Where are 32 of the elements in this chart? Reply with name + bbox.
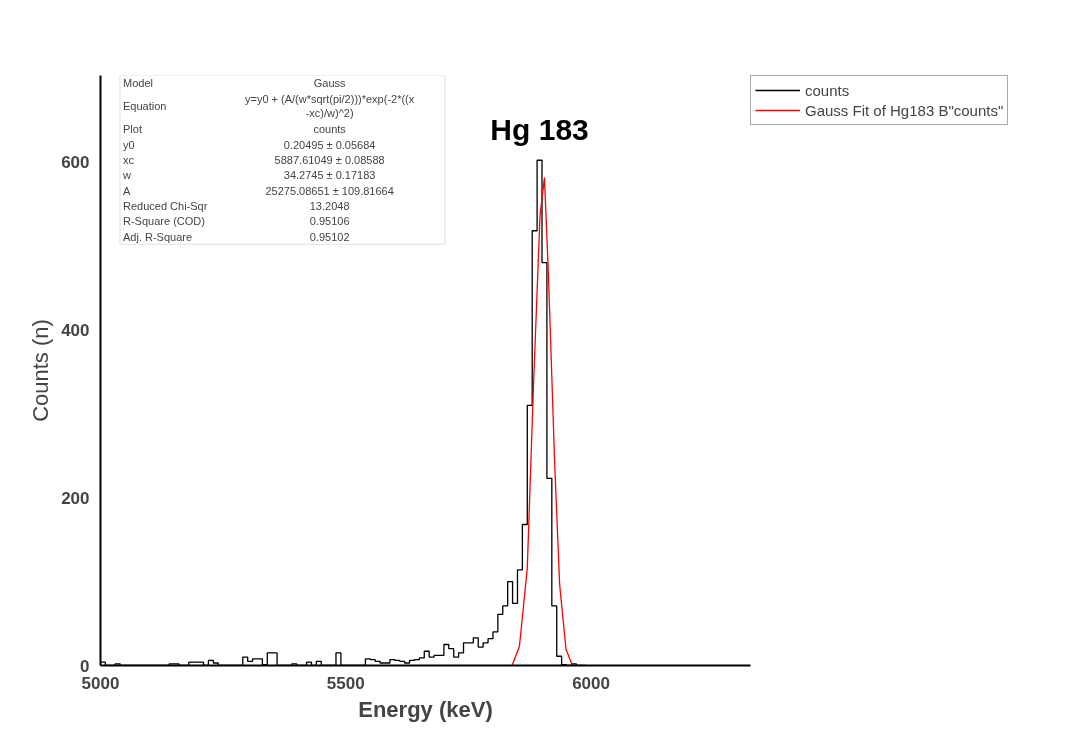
annotation: xc (123, 153, 135, 166)
annotation: A (123, 184, 131, 197)
annotation: 5887.61049 ± 0.08588 (274, 153, 385, 166)
legend-label: Gauss Fit of Hg183 B"counts" (805, 101, 1004, 119)
x-axis-title: Energy (keV) (358, 696, 493, 722)
y-axis-title: Counts (n) (28, 319, 54, 422)
x-tick-label: 5500 (326, 673, 365, 693)
annotation: Plot (123, 123, 142, 136)
annotation: y0 (123, 138, 135, 151)
annotation: 34.2745 ± 0.17183 (283, 169, 376, 182)
y-tick-label: 200 (61, 488, 90, 508)
annotation: w (122, 169, 131, 182)
annotation: 25275.08651 ± 109.81664 (265, 184, 394, 197)
annotation: 0.20495 ± 0.05684 (283, 138, 376, 151)
y-tick-label: 0 (80, 656, 90, 676)
annotation: Reduced Chi-Sqr (123, 199, 208, 212)
annotation: R-Square (COD) (123, 215, 205, 228)
x-tick-label: 5000 (81, 673, 120, 693)
annotation: 0.95102 (309, 230, 350, 243)
legend-label: counts (805, 81, 850, 99)
annotation: counts (313, 123, 347, 136)
annotation: Gauss (313, 77, 347, 90)
annotation: Equation (123, 100, 167, 113)
annotation: Adj. R-Square (123, 230, 193, 243)
annotation: Model (123, 77, 153, 90)
annotation: y=y0 + (A/(w*sqrt(pi/2)))*exp(-2*((x -xc)/w)^2) (244, 92, 415, 120)
annotation: Hg 183 (490, 113, 589, 147)
y-tick-label: 600 (61, 152, 90, 172)
x-tick-label: 6000 (572, 673, 610, 693)
y-tick-label: 400 (61, 320, 90, 340)
annotation: 13.2048 (309, 199, 350, 212)
annotation: 0.95106 (309, 215, 350, 228)
